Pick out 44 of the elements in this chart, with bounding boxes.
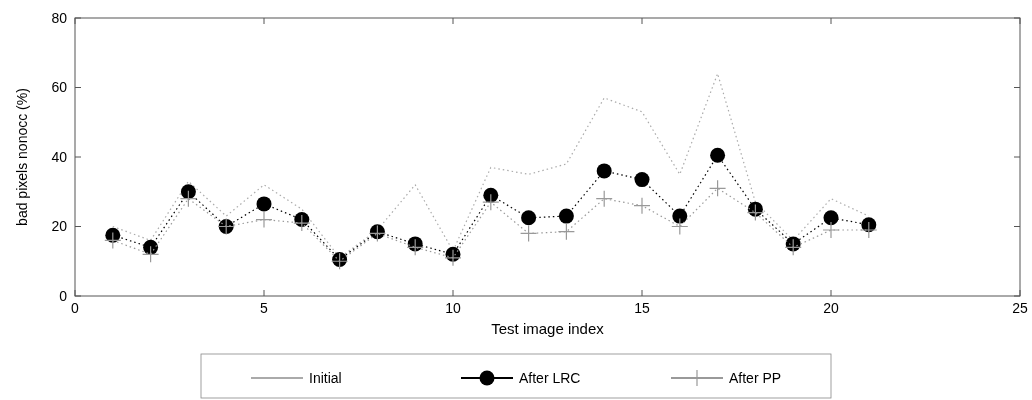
y-axis-title: bad pixels nonocc (%)	[14, 88, 30, 226]
y-tick-label: 0	[59, 287, 68, 304]
point	[482, 193, 500, 211]
point	[483, 187, 499, 203]
point	[293, 214, 311, 232]
legend-label: After PP	[729, 369, 782, 386]
legend-label: Initial	[309, 369, 342, 386]
point	[595, 190, 613, 208]
point	[557, 223, 575, 241]
legend-label: After LRC	[519, 369, 581, 386]
point	[710, 147, 726, 163]
point	[746, 204, 764, 222]
point	[634, 172, 650, 188]
point	[180, 184, 196, 200]
point	[860, 221, 878, 239]
point	[255, 210, 273, 229]
y-tick-label: 20	[51, 218, 68, 235]
x-tick-label: 20	[823, 300, 839, 316]
point	[633, 197, 651, 215]
point	[822, 221, 840, 239]
y-tick-label: 80	[51, 9, 68, 26]
x-tick-label: 15	[634, 300, 650, 316]
point	[558, 208, 574, 224]
point	[671, 217, 689, 236]
point	[179, 190, 197, 208]
point	[520, 224, 538, 243]
point	[823, 210, 839, 226]
y-tick-label: 60	[51, 79, 68, 96]
x-axis-title: Test image index	[491, 320, 605, 337]
point	[142, 245, 160, 263]
x-tick-label: 10	[445, 300, 461, 316]
x-tick-label: 5	[260, 300, 269, 316]
x-tick-label: 0	[71, 300, 80, 316]
point	[104, 231, 122, 249]
point	[672, 208, 688, 224]
point	[406, 238, 424, 256]
point	[521, 210, 537, 226]
point	[784, 238, 802, 256]
point	[444, 249, 462, 267]
point	[256, 196, 272, 212]
point	[709, 179, 727, 197]
y-tick-label: 40	[51, 148, 68, 165]
point	[596, 163, 612, 179]
x-tick-label: 25	[1012, 300, 1028, 316]
